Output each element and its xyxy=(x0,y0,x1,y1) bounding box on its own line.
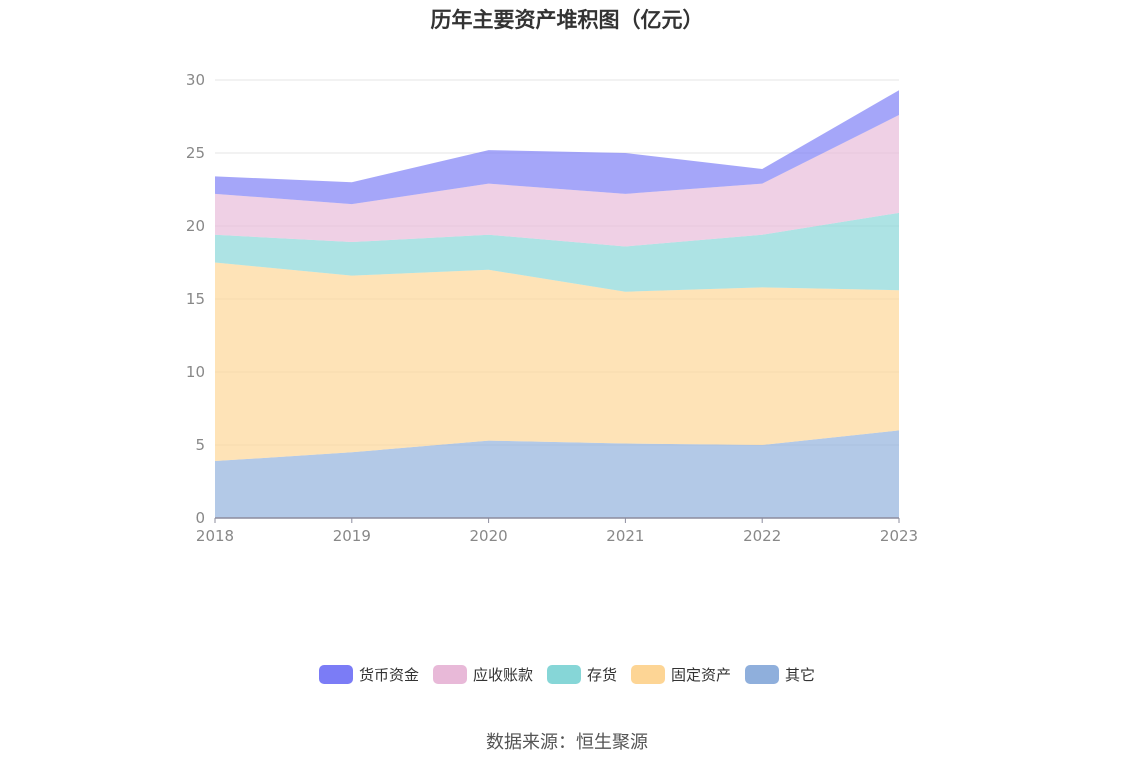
legend-label: 存货 xyxy=(586,666,617,684)
x-tick-label: 2023 xyxy=(880,527,918,545)
legend-item[interactable]: 固定资产 xyxy=(631,664,731,685)
legend-item[interactable]: 货币资金 xyxy=(318,664,419,685)
legend-label: 其它 xyxy=(785,666,816,684)
x-tick-label: 2022 xyxy=(743,527,781,545)
chart-plot: 0 5 10 15 20 25 30 2018 2019 2020 2021 2022 2023 xyxy=(186,71,918,545)
legend-item[interactable]: 应收账款 xyxy=(432,664,533,685)
legend-swatch xyxy=(745,665,780,684)
y-tick-label: 10 xyxy=(186,363,205,381)
y-tick-label: 30 xyxy=(186,71,205,89)
axes: 0 5 10 15 20 25 30 2018 2019 2020 2021 2022 2023 xyxy=(186,71,918,545)
area-货币资金 xyxy=(215,90,899,205)
legend-item[interactable]: 存货 xyxy=(546,664,617,685)
legend: 货币资金 应收账款 存货 固定资产 其它 xyxy=(0,664,1134,685)
area-存货 xyxy=(215,212,899,292)
area-series xyxy=(215,90,899,518)
legend-swatch xyxy=(318,665,353,684)
y-tick-label: 5 xyxy=(195,436,205,454)
area-应收账款 xyxy=(215,115,899,247)
legend-label: 固定资产 xyxy=(671,666,732,684)
chart-title: 历年主要资产堆积图（亿元） xyxy=(430,8,704,32)
legend-label: 应收账款 xyxy=(472,666,533,684)
legend-label: 货币资金 xyxy=(358,666,419,684)
legend-swatch xyxy=(631,665,665,684)
legend-item[interactable]: 其它 xyxy=(745,664,815,685)
legend-swatch xyxy=(432,665,467,684)
y-tick-label: 0 xyxy=(195,509,205,527)
y-tick-label: 20 xyxy=(186,217,205,235)
y-tick-label: 15 xyxy=(186,290,205,308)
legend-swatch xyxy=(546,665,581,684)
x-tick-label: 2020 xyxy=(470,527,508,545)
x-tick-label: 2018 xyxy=(196,527,234,545)
data-source-note: 数据来源：恒生聚源 xyxy=(486,732,648,753)
x-tick-label: 2019 xyxy=(333,527,371,545)
y-tick-label: 25 xyxy=(186,144,205,162)
area-固定资产 xyxy=(215,262,899,462)
x-tick-label: 2021 xyxy=(606,527,644,545)
area-其它 xyxy=(215,430,899,518)
